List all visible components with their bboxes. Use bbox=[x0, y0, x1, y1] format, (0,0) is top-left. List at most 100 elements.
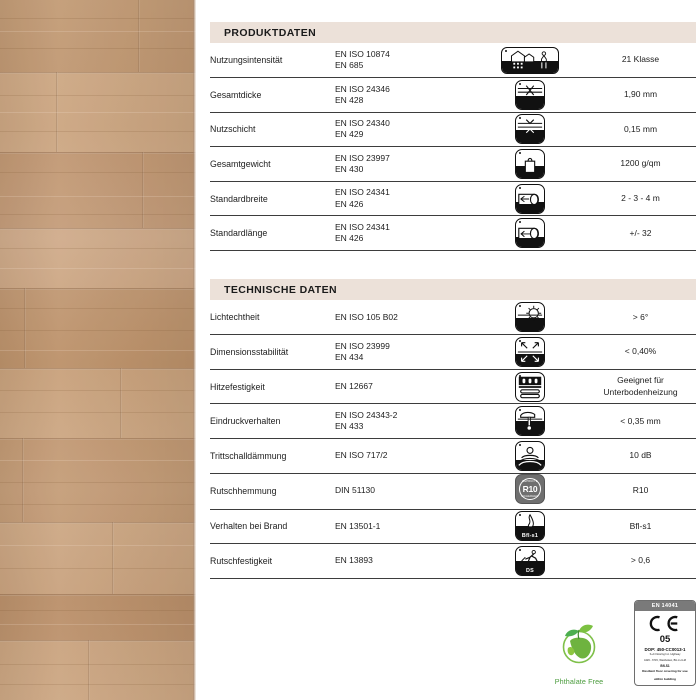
norm-cell: EN ISO 105 B02 bbox=[335, 300, 475, 336]
icon-cell bbox=[475, 43, 585, 79]
norm-cell: EN 13893 bbox=[335, 543, 475, 579]
value-cell: < 0,40% bbox=[585, 334, 696, 370]
value-cell: > 0,6 bbox=[585, 543, 696, 579]
icon-cell bbox=[475, 300, 585, 336]
wear-layer-icon bbox=[515, 114, 545, 145]
slip-ds-icon: DS bbox=[515, 545, 545, 576]
value-cell: 1200 g/qm bbox=[585, 146, 696, 182]
norm-line-1: EN 13501-1 bbox=[335, 520, 381, 531]
norm-line-2: EN 426 bbox=[335, 233, 364, 244]
table-row: Rutschhemmung DIN 51130 R10 GEPRÜFTE SIC… bbox=[210, 473, 696, 510]
property-label: Trittschalldämmung bbox=[210, 438, 335, 474]
value-cell: 1,90 mm bbox=[585, 77, 696, 113]
norm-cell: EN ISO 24340 EN 429 bbox=[335, 112, 475, 148]
wood-grain-line bbox=[0, 482, 196, 483]
property-label: Standardlänge bbox=[210, 215, 335, 252]
norm-line-1: EN ISO 24340 bbox=[335, 118, 390, 129]
wood-butt-joint bbox=[120, 368, 122, 438]
table-row: Nutzungsintensität EN ISO 10874 EN 685 bbox=[210, 43, 696, 79]
wood-plank-seam bbox=[0, 368, 196, 370]
icon-cell bbox=[475, 438, 585, 474]
value-cell: 10 dB bbox=[585, 438, 696, 474]
norm-line-2: EN 430 bbox=[335, 164, 364, 175]
norm-line-1: EN ISO 105 B02 bbox=[335, 311, 398, 322]
icon-cell bbox=[475, 181, 585, 217]
r10-label: R10 bbox=[522, 483, 538, 494]
table-row: Lichtechtheit EN ISO 105 B02 bbox=[210, 300, 696, 336]
property-label: Nutzschicht bbox=[210, 112, 335, 148]
ce-dop-number: DOP: 450-CC0013-1 bbox=[644, 646, 686, 652]
wood-butt-joint bbox=[142, 152, 144, 228]
norm-line-2: EN 426 bbox=[335, 198, 364, 209]
norm-line-1: EN ISO 24341 bbox=[335, 222, 390, 233]
property-label: Dimensionsstabilität bbox=[210, 334, 335, 370]
roll-length-icon bbox=[515, 218, 545, 249]
wood-plank-seam bbox=[0, 522, 196, 524]
norm-line-2: EN 428 bbox=[335, 94, 364, 105]
table-row: Trittschalldämmung EN ISO 717/2 bbox=[210, 438, 696, 474]
wood-grain-line bbox=[0, 684, 196, 685]
wood-grain-line bbox=[0, 664, 196, 665]
spec-content: PRODUKTDATEN Nutzungsintensität EN ISO 1… bbox=[196, 0, 700, 700]
wood-plank-seam bbox=[0, 594, 196, 596]
table-row: Rutschfestigkeit EN 13893 bbox=[210, 543, 696, 579]
wood-grain-line bbox=[0, 412, 196, 413]
value-cell: +/- 32 bbox=[585, 215, 696, 252]
phthalate-free-logo: Phthalate Free bbox=[542, 617, 616, 686]
norm-cell: EN ISO 24341 EN 426 bbox=[335, 215, 475, 252]
wood-grain-line bbox=[0, 18, 196, 19]
value-cell: 0,15 mm bbox=[585, 112, 696, 148]
table-row: Dimensionsstabilität EN ISO 23999 EN 434 bbox=[210, 334, 696, 370]
value-cell: 2 - 3 - 4 m bbox=[585, 181, 696, 217]
wood-plank-band bbox=[0, 438, 196, 522]
wood-butt-joint bbox=[22, 438, 24, 522]
icon-cell: DS bbox=[475, 543, 585, 579]
ce-use-line-1: Resilient floor covering for use bbox=[642, 669, 688, 674]
wood-plank-band bbox=[0, 72, 196, 152]
wood-grain-line bbox=[0, 390, 196, 391]
ce-fire-class: Bfl-S1 bbox=[660, 664, 670, 669]
wood-plank-band bbox=[0, 522, 196, 594]
icon-cell bbox=[475, 146, 585, 182]
value-cell: Geeignet für Unterbodenheizung bbox=[585, 369, 696, 405]
wood-plank-seam bbox=[0, 640, 196, 642]
ce-standard: EN 14041 bbox=[635, 600, 695, 611]
norm-line-1: DIN 51130 bbox=[335, 485, 376, 496]
norm-cell: EN ISO 10874 EN 685 bbox=[335, 43, 475, 79]
property-label: Eindruckverhalten bbox=[210, 403, 335, 439]
norm-cell: EN ISO 23999 EN 434 bbox=[335, 334, 475, 370]
technische-daten-table: Lichtechtheit EN ISO 105 B02 bbox=[210, 300, 696, 579]
house-person-icon bbox=[501, 46, 559, 74]
r10-bottom-text: SICHERHEIT bbox=[521, 494, 539, 498]
property-label: Standardbreite bbox=[210, 181, 335, 217]
norm-line-2: EN 685 bbox=[335, 60, 364, 71]
wood-grain-line bbox=[0, 31, 196, 32]
ce-mark-icon bbox=[635, 611, 695, 633]
icon-cell bbox=[475, 77, 585, 113]
wood-grain-line bbox=[0, 350, 196, 351]
wood-grain-line bbox=[0, 172, 196, 173]
table-row: Eindruckverhalten EN ISO 24343-2 EN 433 bbox=[210, 403, 696, 439]
table-row: Gesamtgewicht EN ISO 23997 EN 430 bbox=[210, 146, 696, 182]
property-label: Nutzungsintensität bbox=[210, 43, 335, 79]
underfloor-heating-icon bbox=[515, 371, 545, 402]
r10-ring: R10 bbox=[519, 477, 541, 500]
icon-cell bbox=[475, 215, 585, 252]
wood-butt-joint bbox=[56, 72, 58, 152]
wood-grain-line bbox=[0, 330, 196, 331]
property-label: Verhalten bei Brand bbox=[210, 509, 335, 545]
wood-grain-line bbox=[0, 504, 196, 505]
value-cell: 21 Klasse bbox=[585, 43, 696, 79]
wood-plank-band bbox=[0, 594, 196, 640]
wood-plank-seam bbox=[0, 72, 196, 74]
property-label: Gesamtgewicht bbox=[210, 146, 335, 182]
produktdaten-table: Nutzungsintensität EN ISO 10874 EN 685 bbox=[210, 43, 696, 252]
wood-plank-seam bbox=[0, 438, 196, 440]
residual-indentation-icon bbox=[515, 406, 545, 437]
norm-line-1: EN ISO 24341 bbox=[335, 187, 390, 198]
value-cell: Bfl-s1 bbox=[585, 509, 696, 545]
wood-floor-swatch-image bbox=[0, 0, 196, 700]
wood-butt-joint bbox=[24, 288, 26, 368]
total-thickness-icon bbox=[515, 79, 545, 110]
